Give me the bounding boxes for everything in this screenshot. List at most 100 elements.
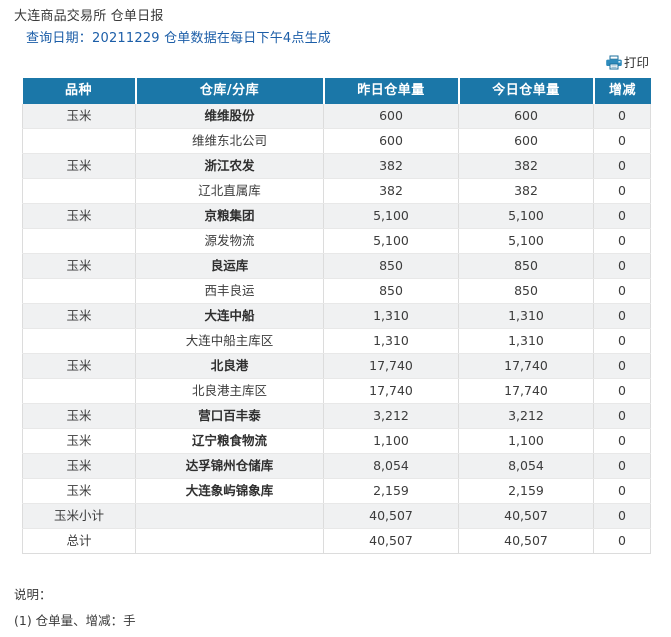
query-date-line: 查询日期：20211229 仓单数据在每日下午4点生成 [26,31,331,46]
warehouse-receipt-table: 品种 仓库/分库 昨日仓单量 今日仓单量 增减 玉米 维维股份 600 600 0 维维东… [22,78,651,554]
table-row: 玉米 大连象屿锦象库 2,159 2,159 0 [22,478,651,504]
cell-change: 0 [593,478,651,504]
cell-change: 0 [593,328,651,354]
cell-warehouse: 辽宁粮食物流 [135,428,324,454]
print-button-label: 打印 [623,55,649,70]
page-title: 大连商品交易所 仓单日报 [14,9,164,24]
cell-warehouse: 辽北直属库 [135,178,324,204]
cell-prev-volume: 5,100 [323,228,459,254]
cell-today-volume: 850 [458,278,594,304]
col-header-today-volume: 今日仓单量 [458,78,595,104]
cell-prev-volume: 8,054 [323,453,459,479]
table-row: 玉米 大连中船 1,310 1,310 0 [22,303,651,329]
table-row: 玉米 维维股份 600 600 0 [22,104,651,129]
cell-variety: 玉米 [22,453,136,479]
cell-warehouse: 维维东北公司 [135,128,324,154]
cell-prev-volume: 17,740 [323,378,459,404]
table-row: 玉米 达孚锦州仓储库 8,054 8,054 0 [22,453,651,479]
cell-warehouse: 良运库 [135,253,324,279]
cell-change: 0 [593,153,651,179]
cell-variety: 玉米 [22,403,136,429]
print-button[interactable]: 打印 [606,52,649,71]
cell-change: 0 [593,253,651,279]
cell-prev-volume: 1,310 [323,328,459,354]
col-header-prev-volume: 昨日仓单量 [323,78,460,104]
cell-variety: 玉米 [22,203,136,229]
cell-warehouse: 大连中船主库区 [135,328,324,354]
cell-variety: 玉米小计 [22,503,136,529]
cell-variety: 玉米 [22,104,136,129]
cell-prev-volume: 600 [323,104,459,129]
cell-change: 0 [593,178,651,204]
printer-icon [606,55,622,70]
cell-prev-volume: 1,310 [323,303,459,329]
cell-warehouse [135,528,324,554]
cell-warehouse: 达孚锦州仓储库 [135,453,324,479]
table-row: 玉米 京粮集团 5,100 5,100 0 [22,203,651,229]
table-row: 辽北直属库 382 382 0 [22,178,651,204]
cell-prev-volume: 382 [323,153,459,179]
cell-variety [22,228,136,254]
cell-today-volume: 382 [458,153,594,179]
cell-warehouse: 西丰良运 [135,278,324,304]
cell-variety: 玉米 [22,303,136,329]
cell-variety [22,328,136,354]
table-row: 玉米 北良港 17,740 17,740 0 [22,353,651,379]
table-row: 总计 40,507 40,507 0 [22,528,651,554]
cell-prev-volume: 17,740 [323,353,459,379]
cell-change: 0 [593,353,651,379]
cell-today-volume: 3,212 [458,403,594,429]
cell-variety [22,128,136,154]
cell-variety: 玉米 [22,153,136,179]
cell-change: 0 [593,453,651,479]
cell-variety [22,278,136,304]
cell-today-volume: 5,100 [458,228,594,254]
cell-variety: 玉米 [22,478,136,504]
cell-today-volume: 1,310 [458,328,594,354]
cell-warehouse: 维维股份 [135,104,324,129]
table-row: 玉米小计 40,507 40,507 0 [22,503,651,529]
cell-prev-volume: 3,212 [323,403,459,429]
report-header: 大连商品交易所 仓单日报 查询日期：20211229 仓单数据在每日下午4点生成 [0,0,671,48]
toolbar: 打印 [0,48,671,74]
table-row: 北良港主库区 17,740 17,740 0 [22,378,651,404]
table-row: 玉米 辽宁粮食物流 1,100 1,100 0 [22,428,651,454]
warehouse-receipt-table-wrap: 品种 仓库/分库 昨日仓单量 今日仓单量 增减 玉米 维维股份 600 600 0 维维东… [22,78,651,554]
table-header-row: 品种 仓库/分库 昨日仓单量 今日仓单量 增减 [22,78,651,104]
cell-prev-volume: 40,507 [323,503,459,529]
col-header-change: 增减 [593,78,651,104]
cell-prev-volume: 382 [323,178,459,204]
cell-today-volume: 17,740 [458,353,594,379]
cell-variety [22,378,136,404]
cell-prev-volume: 5,100 [323,203,459,229]
cell-change: 0 [593,128,651,154]
col-header-variety: 品种 [22,78,137,104]
cell-today-volume: 17,740 [458,378,594,404]
cell-warehouse: 源发物流 [135,228,324,254]
cell-warehouse: 浙江农发 [135,153,324,179]
cell-prev-volume: 850 [323,278,459,304]
cell-today-volume: 600 [458,104,594,129]
cell-variety: 玉米 [22,353,136,379]
table-row: 玉米 营口百丰泰 3,212 3,212 0 [22,403,651,429]
cell-today-volume: 600 [458,128,594,154]
cell-today-volume: 40,507 [458,528,594,554]
table-head: 品种 仓库/分库 昨日仓单量 今日仓单量 增减 [22,78,651,104]
notes-heading: 说明： [14,587,52,602]
cell-today-volume: 5,100 [458,203,594,229]
cell-prev-volume: 850 [323,253,459,279]
cell-variety [22,178,136,204]
cell-change: 0 [593,228,651,254]
notes-section: 说明： (1) 仓单量、增减：手 [14,582,671,634]
cell-change: 0 [593,104,651,129]
cell-change: 0 [593,503,651,529]
cell-warehouse: 北良港主库区 [135,378,324,404]
cell-today-volume: 1,310 [458,303,594,329]
cell-change: 0 [593,428,651,454]
cell-prev-volume: 600 [323,128,459,154]
cell-warehouse: 营口百丰泰 [135,403,324,429]
cell-variety: 总计 [22,528,136,554]
cell-prev-volume: 1,100 [323,428,459,454]
cell-today-volume: 1,100 [458,428,594,454]
cell-change: 0 [593,403,651,429]
